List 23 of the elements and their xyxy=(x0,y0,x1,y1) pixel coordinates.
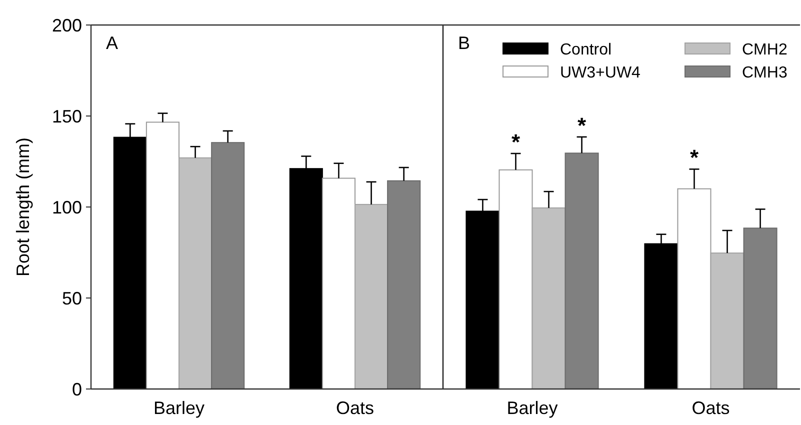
legend-label: CMH3 xyxy=(742,64,788,82)
chart-title: A xyxy=(106,33,118,53)
y-axis-title: Root length (mm) xyxy=(13,137,33,277)
chart-title: B xyxy=(458,33,470,53)
legend-label: UW3+UW4 xyxy=(560,64,641,82)
y-tick-label: 100 xyxy=(52,197,82,218)
bar xyxy=(211,142,245,390)
x-tick-label: Barley xyxy=(506,398,558,418)
data-label: * xyxy=(578,112,587,138)
bar xyxy=(743,228,778,390)
y-tick-label: 50 xyxy=(62,288,82,308)
legend-label: Control xyxy=(560,42,612,59)
bar xyxy=(387,180,421,390)
x-tick-label: Oats xyxy=(336,398,374,418)
x-tick-label: Oats xyxy=(692,398,730,418)
x-tick-label: Barley xyxy=(153,398,205,418)
y-tick-label: 0 xyxy=(72,379,82,400)
data-label: * xyxy=(511,129,520,154)
bar xyxy=(564,152,599,390)
y-tick-label: 150 xyxy=(52,106,82,126)
y-tick-label: 200 xyxy=(52,15,82,36)
data-label: * xyxy=(690,145,699,170)
legend-label: CMH2 xyxy=(742,42,788,59)
